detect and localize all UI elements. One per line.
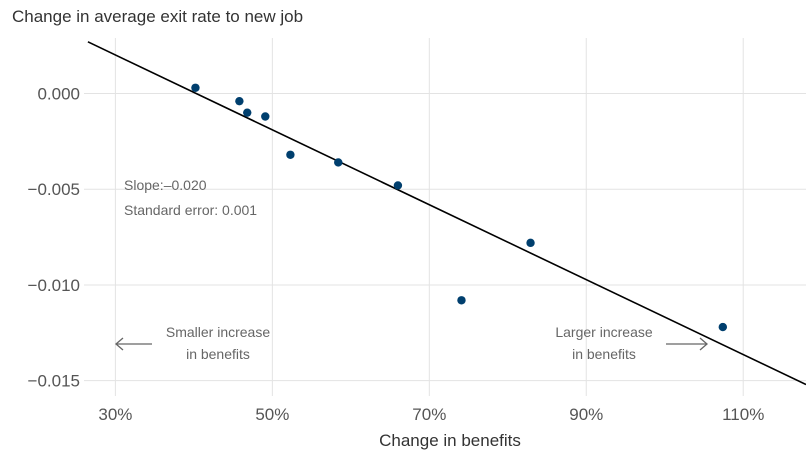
smaller-increase-label-line1: Smaller increase: [166, 324, 270, 340]
x-tick-label: 70%: [412, 405, 446, 424]
x-tick-label: 90%: [569, 405, 603, 424]
y-tick-label: −0.010: [28, 276, 80, 295]
x-tick-label: 30%: [98, 405, 132, 424]
x-axis-label: Change in benefits: [379, 431, 521, 450]
y-tick-label: −0.015: [28, 372, 80, 391]
data-point: [243, 108, 252, 117]
standard-error-label: Standard error: 0.001: [124, 202, 257, 218]
data-point: [457, 296, 466, 305]
y-tick-label: 0.000: [37, 85, 80, 104]
trend-line: [87, 41, 806, 386]
data-points: [191, 83, 728, 332]
y-tick-label: −0.005: [28, 180, 80, 199]
data-point: [261, 112, 270, 121]
x-tick-label: 50%: [255, 405, 289, 424]
x-axis-ticks: 30% 50% 70% 90% 110%: [98, 405, 764, 424]
data-point: [191, 83, 200, 92]
x-tick-label: 110%: [722, 405, 764, 424]
data-point: [235, 96, 244, 106]
y-axis-ticks: 0.000 −0.005 −0.010 −0.015: [28, 85, 80, 391]
grid: [84, 38, 806, 396]
data-point: [718, 322, 728, 332]
larger-increase-label-line2: in benefits: [572, 346, 636, 362]
smaller-increase-label-line2: in benefits: [186, 346, 250, 362]
chart-title: Change in average exit rate to new job: [12, 7, 303, 26]
slope-label: Slope:–0.020: [124, 177, 207, 193]
data-point: [393, 181, 403, 190]
data-point: [526, 238, 535, 248]
data-point: [286, 150, 295, 159]
data-point: [334, 158, 343, 167]
right-arrow-icon: [666, 337, 708, 351]
left-arrow-icon: [115, 337, 152, 351]
larger-increase-label-line1: Larger increase: [555, 324, 652, 340]
